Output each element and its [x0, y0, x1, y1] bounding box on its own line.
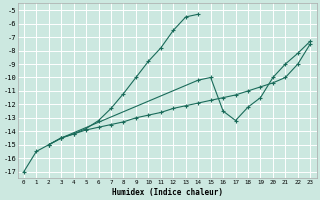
- X-axis label: Humidex (Indice chaleur): Humidex (Indice chaleur): [112, 188, 223, 197]
